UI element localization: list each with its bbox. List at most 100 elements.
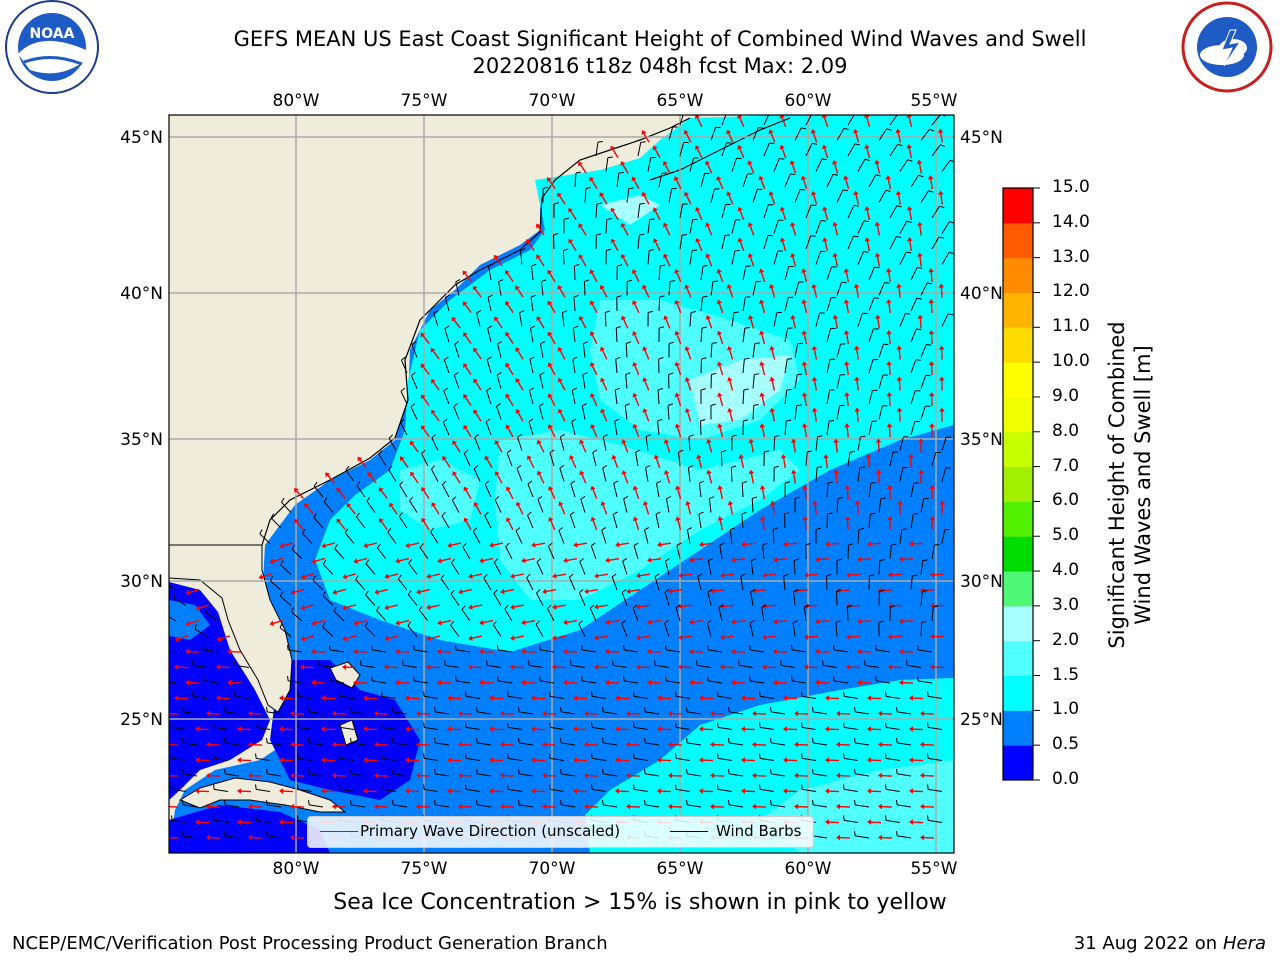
wind-barb-feather bbox=[744, 357, 750, 360]
wave-arrow bbox=[880, 743, 893, 746]
wind-barb-feather bbox=[518, 706, 520, 712]
wave-arrow bbox=[785, 790, 798, 793]
wind-barb-feather bbox=[863, 251, 869, 253]
wind-barb bbox=[857, 313, 863, 327]
wave-arrow bbox=[523, 681, 536, 684]
wind-barb-feather bbox=[770, 799, 772, 805]
wave-arrow bbox=[401, 458, 409, 469]
wave-arrow-head bbox=[918, 438, 924, 443]
wind-barb-feather bbox=[759, 691, 761, 697]
wind-barb-feather bbox=[287, 675, 289, 681]
wind-barb bbox=[443, 359, 450, 374]
wind-barb-feather bbox=[648, 310, 654, 313]
wave-arrow bbox=[570, 457, 577, 469]
wave-arrow bbox=[559, 503, 566, 515]
wind-barb bbox=[345, 469, 355, 482]
wave-arrow bbox=[739, 209, 745, 221]
wind-barb-feather bbox=[376, 606, 380, 611]
wind-barb-feather bbox=[484, 480, 490, 485]
wave-arrow-head bbox=[887, 516, 893, 520]
wave-arrow bbox=[823, 209, 829, 221]
wind-barb-feather bbox=[334, 544, 338, 549]
wave-arrow-head bbox=[505, 517, 511, 523]
wave-arrow-head bbox=[636, 603, 641, 610]
wind-barb-feather bbox=[612, 660, 614, 666]
wind-barb-feather bbox=[570, 660, 572, 666]
wind-barb-feather bbox=[591, 784, 593, 790]
wind-barb bbox=[666, 649, 681, 653]
wave-arrow bbox=[517, 504, 524, 515]
wind-barb-feather bbox=[623, 644, 625, 650]
wind-barb bbox=[889, 236, 897, 250]
wave-arrow-head bbox=[500, 772, 505, 779]
wind-barb bbox=[707, 591, 712, 606]
wave-arrow bbox=[771, 348, 776, 360]
wave-arrow-head bbox=[747, 160, 753, 166]
legend-wave-swatch bbox=[320, 831, 358, 832]
wind-barb bbox=[624, 405, 628, 420]
wave-arrow-head bbox=[920, 834, 925, 841]
wave-arrow-head bbox=[906, 206, 913, 211]
wind-barb bbox=[487, 664, 502, 668]
wave-arrow-head bbox=[600, 501, 606, 506]
wave-arrow bbox=[591, 395, 598, 407]
wind-barb-feather bbox=[891, 543, 897, 546]
wave-arrow bbox=[813, 410, 818, 422]
wind-barb-feather bbox=[708, 558, 714, 562]
wave-arrow bbox=[785, 542, 798, 545]
wave-arrow-head bbox=[675, 485, 681, 491]
wind-barb-feather bbox=[659, 295, 665, 298]
wave-arrow-head bbox=[584, 772, 589, 779]
wave-arrow-head bbox=[825, 757, 830, 763]
wind-barb bbox=[920, 622, 923, 637]
wave-arrow-head bbox=[416, 803, 421, 810]
wave-arrow bbox=[250, 805, 263, 808]
wind-barb bbox=[613, 483, 618, 498]
wind-barb bbox=[760, 757, 775, 761]
wind-barb bbox=[920, 282, 928, 296]
wave-arrow bbox=[686, 410, 692, 422]
wave-arrow bbox=[323, 728, 336, 731]
wind-barb-feather bbox=[378, 450, 383, 455]
wave-arrow bbox=[449, 697, 462, 700]
wave-arrow-head bbox=[909, 540, 914, 547]
wave-arrow-head bbox=[706, 469, 712, 475]
wind-barb-feather bbox=[451, 496, 457, 501]
wind-barb-feather bbox=[875, 644, 877, 650]
wave-arrow bbox=[282, 542, 294, 547]
wind-barb bbox=[878, 498, 882, 513]
wave-arrow bbox=[292, 743, 305, 746]
wind-barb bbox=[309, 804, 324, 808]
wind-barb bbox=[466, 788, 481, 792]
wave-arrow-head bbox=[836, 710, 841, 717]
wave-arrow bbox=[293, 588, 305, 594]
wave-arrow bbox=[633, 271, 640, 283]
wave-arrow-head bbox=[325, 472, 330, 478]
wind-barb-feather bbox=[700, 388, 706, 391]
wave-arrow-head bbox=[773, 679, 778, 686]
wind-barb-feather bbox=[549, 722, 551, 728]
wave-arrow bbox=[482, 557, 494, 562]
wind-barb-feather bbox=[407, 621, 412, 627]
wind-barb bbox=[494, 499, 502, 513]
wind-barb bbox=[855, 711, 870, 715]
wind-barb bbox=[527, 514, 534, 529]
wave-arrow-head bbox=[878, 772, 883, 779]
wave-arrow-head bbox=[886, 330, 892, 335]
wind-barb-feather bbox=[927, 815, 929, 821]
wave-arrow bbox=[453, 318, 461, 329]
wave-arrow bbox=[397, 650, 410, 653]
wind-barb bbox=[401, 359, 408, 374]
wind-barb bbox=[815, 251, 822, 265]
wave-arrow bbox=[686, 379, 692, 391]
wind-barb bbox=[400, 391, 408, 405]
wind-barb bbox=[634, 788, 649, 792]
wind-barb bbox=[506, 452, 513, 467]
wave-arrow-head bbox=[505, 393, 511, 399]
wave-arrow-head bbox=[825, 819, 830, 825]
wind-barb-feather bbox=[434, 706, 436, 712]
wave-arrow-head bbox=[804, 634, 809, 640]
wave-arrow bbox=[813, 379, 818, 391]
wind-barb-feather bbox=[829, 420, 835, 422]
wind-barb bbox=[928, 726, 943, 730]
